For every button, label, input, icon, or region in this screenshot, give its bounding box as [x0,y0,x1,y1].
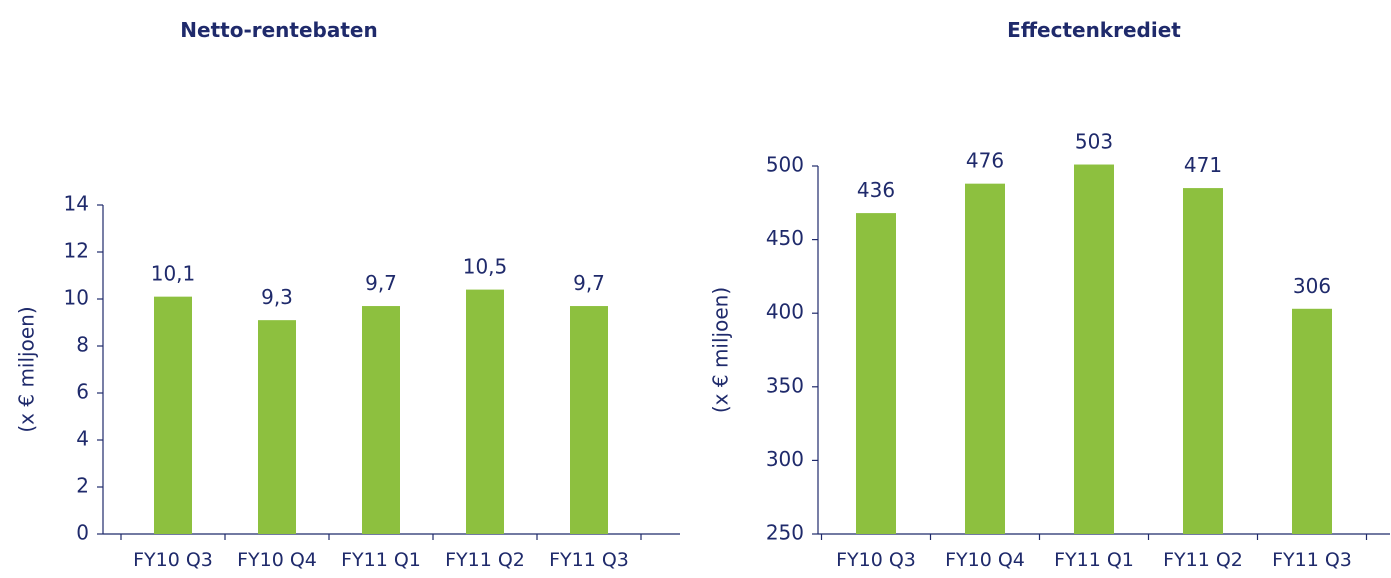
left-category-label-4: FY11 Q2 [445,549,525,571]
right-data-label-5: 306 [1293,274,1331,298]
left-y-tick-label: 14 [64,192,89,216]
left-data-label-2: 9,3 [261,285,293,309]
left-data-label-3: 9,7 [365,271,397,295]
right-chart: Effectenkrediet (x € miljoen) 250 300 350 400… [709,18,1390,571]
left-data-label-4: 10,5 [463,255,508,279]
right-bar-4 [1183,188,1223,534]
right-y-tick-label: 450 [766,226,804,250]
right-data-label-3: 503 [1075,130,1113,154]
left-y-axis-label: (x € miljoen) [15,306,39,432]
left-bar-5 [570,306,608,534]
right-category-label-4: FY11 Q2 [1163,549,1243,571]
left-y-tick-label: 6 [76,380,89,404]
right-y-tick-label: 300 [766,447,804,471]
right-chart-title: Effectenkrediet [1007,18,1181,42]
right-y-axis-label: (x € miljoen) [709,287,733,413]
right-bar-2 [965,183,1005,534]
right-y-tick-label: 500 [766,153,804,177]
right-y-tick-label: 350 [766,373,804,397]
left-y-tick-label: 8 [76,333,89,357]
right-category-label-3: FY11 Q1 [1054,549,1134,571]
left-y-tick-label: 2 [76,474,89,498]
left-y-tick-label: 0 [76,521,89,545]
left-category-label-2: FY10 Q4 [237,549,317,571]
left-category-label-1: FY10 Q3 [133,549,213,571]
right-data-label-2: 476 [966,149,1004,173]
right-bar-3 [1074,164,1114,534]
left-data-label-1: 10,1 [151,262,196,286]
right-category-label-2: FY10 Q4 [945,549,1025,571]
left-y-tick-label: 12 [64,239,89,263]
left-bar-4 [466,289,504,534]
left-data-label-5: 9,7 [573,271,605,295]
left-y-tick-label: 10 [64,286,89,310]
left-category-label-3: FY11 Q1 [341,549,421,571]
right-data-label-1: 436 [857,178,895,202]
left-bar-3 [362,306,400,534]
right-bar-5 [1292,308,1332,534]
right-data-label-4: 471 [1184,153,1222,177]
left-chart-title: Netto-rentebaten [180,18,377,42]
left-y-tick-label: 4 [76,427,89,451]
right-bar-1 [856,213,896,534]
right-y-tick-label: 250 [766,521,804,545]
right-y-tick-label: 400 [766,300,804,324]
left-bar-2 [258,320,296,534]
left-chart: Netto-rentebaten (x € miljoen) 0 2 4 6 8 10 12 14… [15,18,680,571]
left-bar-1 [154,296,192,534]
right-category-label-5: FY11 Q3 [1272,549,1352,571]
right-category-label-1: FY10 Q3 [836,549,916,571]
left-category-label-5: FY11 Q3 [549,549,629,571]
